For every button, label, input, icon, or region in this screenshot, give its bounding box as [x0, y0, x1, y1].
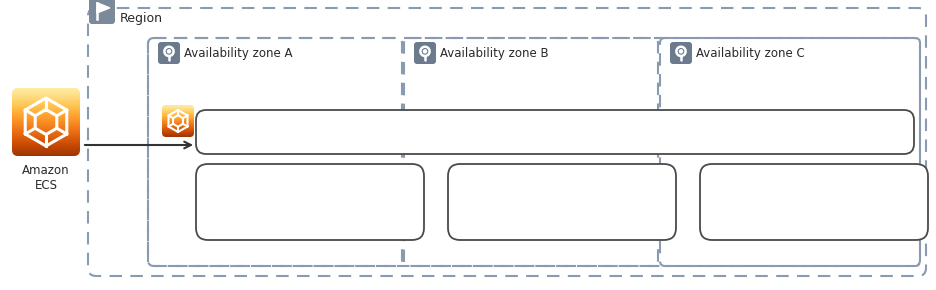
Text: > 50%: > 50%: [536, 195, 588, 209]
FancyBboxPatch shape: [158, 42, 180, 64]
FancyBboxPatch shape: [89, 0, 115, 24]
Text: Amazon
ECS: Amazon ECS: [22, 164, 70, 192]
Polygon shape: [96, 3, 110, 13]
Text: Availability zone C: Availability zone C: [696, 46, 805, 59]
FancyBboxPatch shape: [448, 164, 676, 240]
Circle shape: [168, 50, 170, 53]
Text: Amazon ECS Management Orchestrator: Amazon ECS Management Orchestrator: [417, 125, 694, 139]
FancyBboxPatch shape: [196, 164, 424, 240]
Circle shape: [680, 50, 682, 53]
Text: Region: Region: [120, 12, 163, 25]
FancyBboxPatch shape: [700, 164, 928, 240]
Circle shape: [423, 50, 427, 53]
FancyBboxPatch shape: [196, 110, 914, 154]
Text: Availability zone B: Availability zone B: [440, 46, 548, 59]
Text: Availability zone A: Availability zone A: [184, 46, 293, 59]
FancyBboxPatch shape: [670, 42, 692, 64]
Text: > 50%: > 50%: [788, 195, 840, 209]
Text: > 50%: > 50%: [285, 195, 336, 209]
FancyBboxPatch shape: [414, 42, 436, 64]
